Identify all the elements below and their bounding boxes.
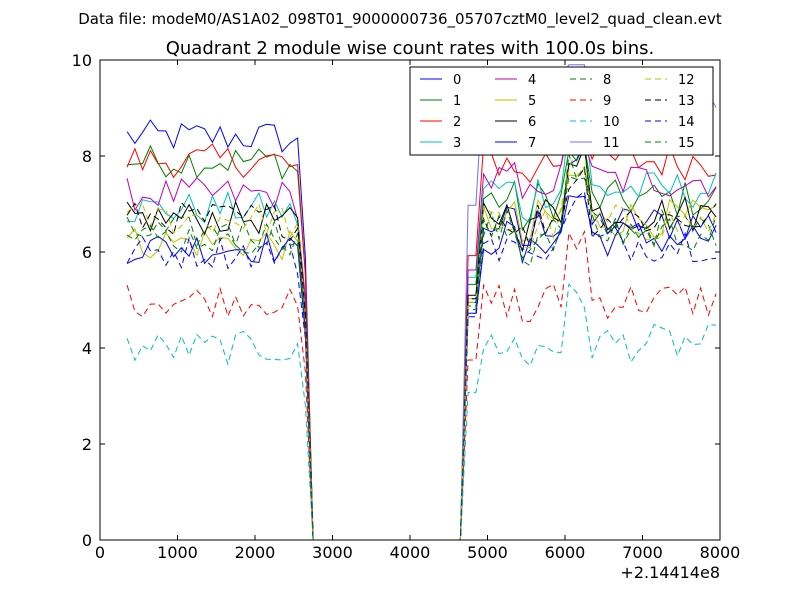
x-tick-label: 8000 <box>700 543 741 562</box>
legend-label-10: 10 <box>603 115 620 130</box>
series-line-14 <box>126 190 717 541</box>
legend-label-3: 3 <box>453 136 461 151</box>
x-offset-label: +2.14414e8 <box>620 563 720 582</box>
x-axis: 0 1000 2000 3000 4000 5000 6000 7000 8000 <box>95 60 740 562</box>
legend-label-9: 9 <box>603 94 611 109</box>
legend-label-15: 15 <box>678 136 695 151</box>
y-tick-label: 6 <box>82 243 92 262</box>
legend-label-2: 2 <box>453 115 461 130</box>
y-tick-label: 0 <box>82 531 92 550</box>
x-tick-label: 3000 <box>312 543 353 562</box>
series-line-10 <box>126 283 717 541</box>
legend-box <box>409 66 714 156</box>
x-tick-label: 2000 <box>235 543 276 562</box>
legend-label-8: 8 <box>603 73 611 88</box>
legend-label-11: 11 <box>603 136 620 151</box>
legend-label-13: 13 <box>678 94 695 109</box>
legend-label-6: 6 <box>528 115 536 130</box>
x-tick-label: 7000 <box>622 543 663 562</box>
legend-label-12: 12 <box>678 73 695 88</box>
legend-label-1: 1 <box>453 94 461 109</box>
legend-label-7: 7 <box>528 136 536 151</box>
x-tick-label: 4000 <box>390 543 431 562</box>
legend-label-4: 4 <box>528 73 536 88</box>
x-tick-label: 6000 <box>545 543 586 562</box>
y-tick-label: 2 <box>82 435 92 454</box>
series-line-13 <box>126 166 717 541</box>
chart-title: Quadrant 2 module wise count rates with … <box>166 38 655 59</box>
x-tick-label: 5000 <box>467 543 508 562</box>
y-tick-label: 8 <box>82 147 92 166</box>
y-tick-label: 4 <box>82 339 92 358</box>
x-tick-label: 0 <box>95 543 105 562</box>
y-tick-label: 10 <box>72 51 92 70</box>
legend-label-5: 5 <box>528 94 536 109</box>
figure-supertitle: Data file: modeM0/AS1A02_098T01_90000007… <box>78 10 722 29</box>
legend-label-0: 0 <box>453 73 461 88</box>
x-tick-label: 1000 <box>157 543 198 562</box>
legend-label-14: 14 <box>678 115 695 130</box>
